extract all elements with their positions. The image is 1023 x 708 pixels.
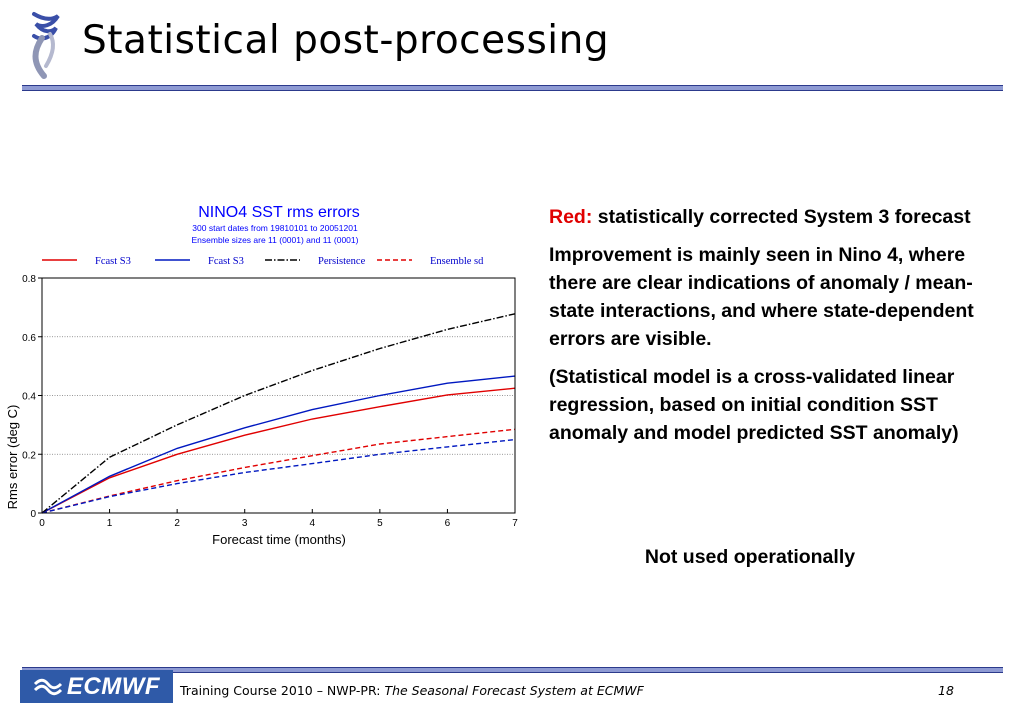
x-tick-label-7: 7 <box>512 518 518 529</box>
legend-label-0: Fcast S3 <box>95 256 131 267</box>
legend-label-1: Fcast S3 <box>208 256 244 267</box>
x-tick-label-6: 6 <box>445 518 451 529</box>
series-line-persistence-2 <box>41 313 516 514</box>
series-line-ensemble-sd-3 <box>41 428 516 514</box>
y-axis-label: Rms error (deg C) <box>5 405 20 510</box>
series-line-ensemble-sd-4 <box>41 438 516 514</box>
y-tick-label-1: 0.2 <box>22 450 36 461</box>
x-tick-label-5: 5 <box>377 518 383 529</box>
x-tick-label-4: 4 <box>310 518 316 529</box>
x-tick-label-0: 0 <box>39 518 45 529</box>
chart-title: NINO4 SST rms errors <box>198 204 360 221</box>
explanation-improvement: Improvement is mainly seen in Nino 4, wh… <box>549 244 974 350</box>
ecmwf-swirl-logo-icon <box>32 12 60 79</box>
footer-course-title: The Seasonal Forecast System at ECMWF <box>384 683 644 698</box>
ecmwf-footer-logo: ECMWF <box>20 670 173 703</box>
y-tick-label-2: 0.4 <box>22 392 36 403</box>
footer-course-prefix: Training Course 2010 – NWP-PR: <box>180 683 385 698</box>
not-used-note: Not used operationally <box>644 546 856 568</box>
chart-series <box>41 313 516 514</box>
x-tick-label-2: 2 <box>174 518 180 529</box>
legend-label-3: Ensemble sd <box>430 256 484 267</box>
y-tick-label-4: 0.8 <box>22 274 36 285</box>
nino4-rms-chart: NINO4 SST rms errors 300 start dates fro… <box>0 195 530 555</box>
x-tick-label-1: 1 <box>107 518 113 529</box>
footer-course: Training Course 2010 – NWP-PR: The Seaso… <box>180 683 644 698</box>
y-tick-label-0: 0 <box>30 509 36 520</box>
header-divider <box>22 85 1003 91</box>
explanation-text: Red: statistically corrected System 3 fo… <box>549 203 1014 457</box>
chart-axes: 0 0.2 0.4 0.6 0.8 0 1 2 3 4 5 6 7 <box>22 274 518 529</box>
explanation-red-note: Red: statistically corrected System 3 fo… <box>549 203 1014 231</box>
legend-label-2: Persistence <box>318 256 366 267</box>
series-line-fcast-s3-1 <box>41 375 516 514</box>
y-tick-label-3: 0.6 <box>22 333 36 344</box>
x-axis-label: Forecast time (months) <box>212 532 346 547</box>
red-label: Red: <box>549 206 593 228</box>
ecmwf-waves-icon <box>33 678 62 695</box>
x-tick-label-3: 3 <box>242 518 248 529</box>
chart-svg: NINO4 SST rms errors 300 start dates fro… <box>5 204 518 547</box>
footer-divider <box>22 667 1003 673</box>
chart-subtitle-dates: 300 start dates from 19810101 to 2005120… <box>192 223 358 233</box>
chart-legend: Fcast S3 Fcast S3 Persistence Ensemble sd <box>42 256 484 267</box>
chart-subtitle-ensemble: Ensemble sizes are 11 (0001) and 11 (000… <box>192 235 359 245</box>
slide-title: Statistical post-processing <box>82 18 610 63</box>
red-description: statistically corrected System 3 forecas… <box>592 206 971 228</box>
footer-logo-text: ECMWF <box>66 672 161 700</box>
series-line-fcast-s3-0 <box>41 387 516 514</box>
explanation-model: (Statistical model is a cross-validated … <box>549 366 959 444</box>
page-number: 18 <box>938 683 954 698</box>
